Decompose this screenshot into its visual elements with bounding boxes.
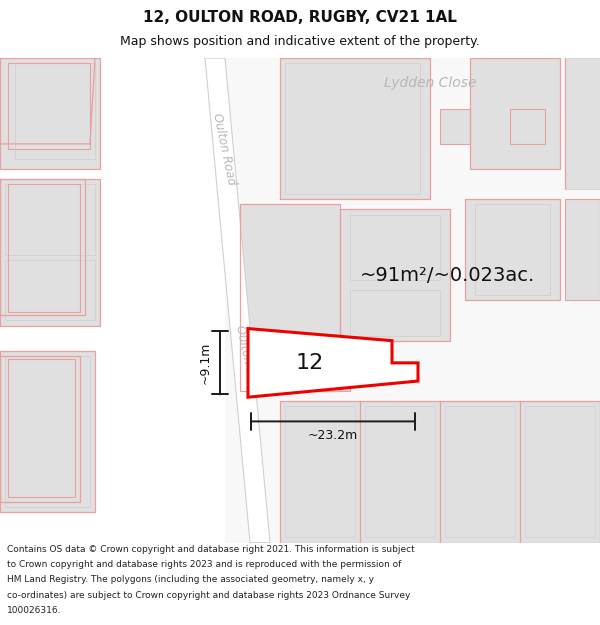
Polygon shape [0,58,100,169]
Text: ~23.2m: ~23.2m [308,429,358,442]
Polygon shape [5,356,90,507]
Text: Lydden Close: Lydden Close [384,76,476,91]
Text: 12: 12 [296,353,324,373]
Polygon shape [285,406,355,538]
Polygon shape [5,184,95,255]
Polygon shape [565,58,600,189]
Text: Oulton Road: Oulton Road [210,112,238,186]
Polygon shape [470,58,560,169]
Text: co-ordinates) are subject to Crown copyright and database rights 2023 Ordnance S: co-ordinates) are subject to Crown copyr… [7,591,410,600]
Polygon shape [248,329,418,398]
Polygon shape [240,204,340,391]
Polygon shape [280,58,430,199]
Text: ~9.1m: ~9.1m [199,342,212,384]
Polygon shape [350,290,440,336]
Polygon shape [445,406,515,538]
Polygon shape [280,346,350,391]
Polygon shape [475,204,550,295]
Polygon shape [350,214,440,280]
Polygon shape [465,199,560,300]
Polygon shape [0,351,95,512]
Text: Oulton Road: Oulton Road [233,324,261,398]
Text: HM Land Registry. The polygons (including the associated geometry, namely x, y: HM Land Registry. The polygons (includin… [7,576,374,584]
Text: ~91m²/~0.023ac.: ~91m²/~0.023ac. [360,266,535,284]
Text: Contains OS data © Crown copyright and database right 2021. This information is : Contains OS data © Crown copyright and d… [7,545,415,554]
Polygon shape [225,58,600,542]
Text: to Crown copyright and database rights 2023 and is reproduced with the permissio: to Crown copyright and database rights 2… [7,560,401,569]
Polygon shape [15,63,95,159]
Polygon shape [365,406,435,538]
Polygon shape [565,199,600,300]
Polygon shape [280,401,600,542]
Polygon shape [5,260,95,321]
Text: Map shows position and indicative extent of the property.: Map shows position and indicative extent… [120,36,480,48]
Polygon shape [510,109,545,144]
Polygon shape [440,109,470,144]
Polygon shape [285,63,420,194]
Text: 100026316.: 100026316. [7,606,62,615]
Text: 12, OULTON ROAD, RUGBY, CV21 1AL: 12, OULTON ROAD, RUGBY, CV21 1AL [143,10,457,25]
Polygon shape [0,179,100,326]
Polygon shape [525,406,595,538]
Polygon shape [205,58,270,542]
Polygon shape [340,209,450,341]
